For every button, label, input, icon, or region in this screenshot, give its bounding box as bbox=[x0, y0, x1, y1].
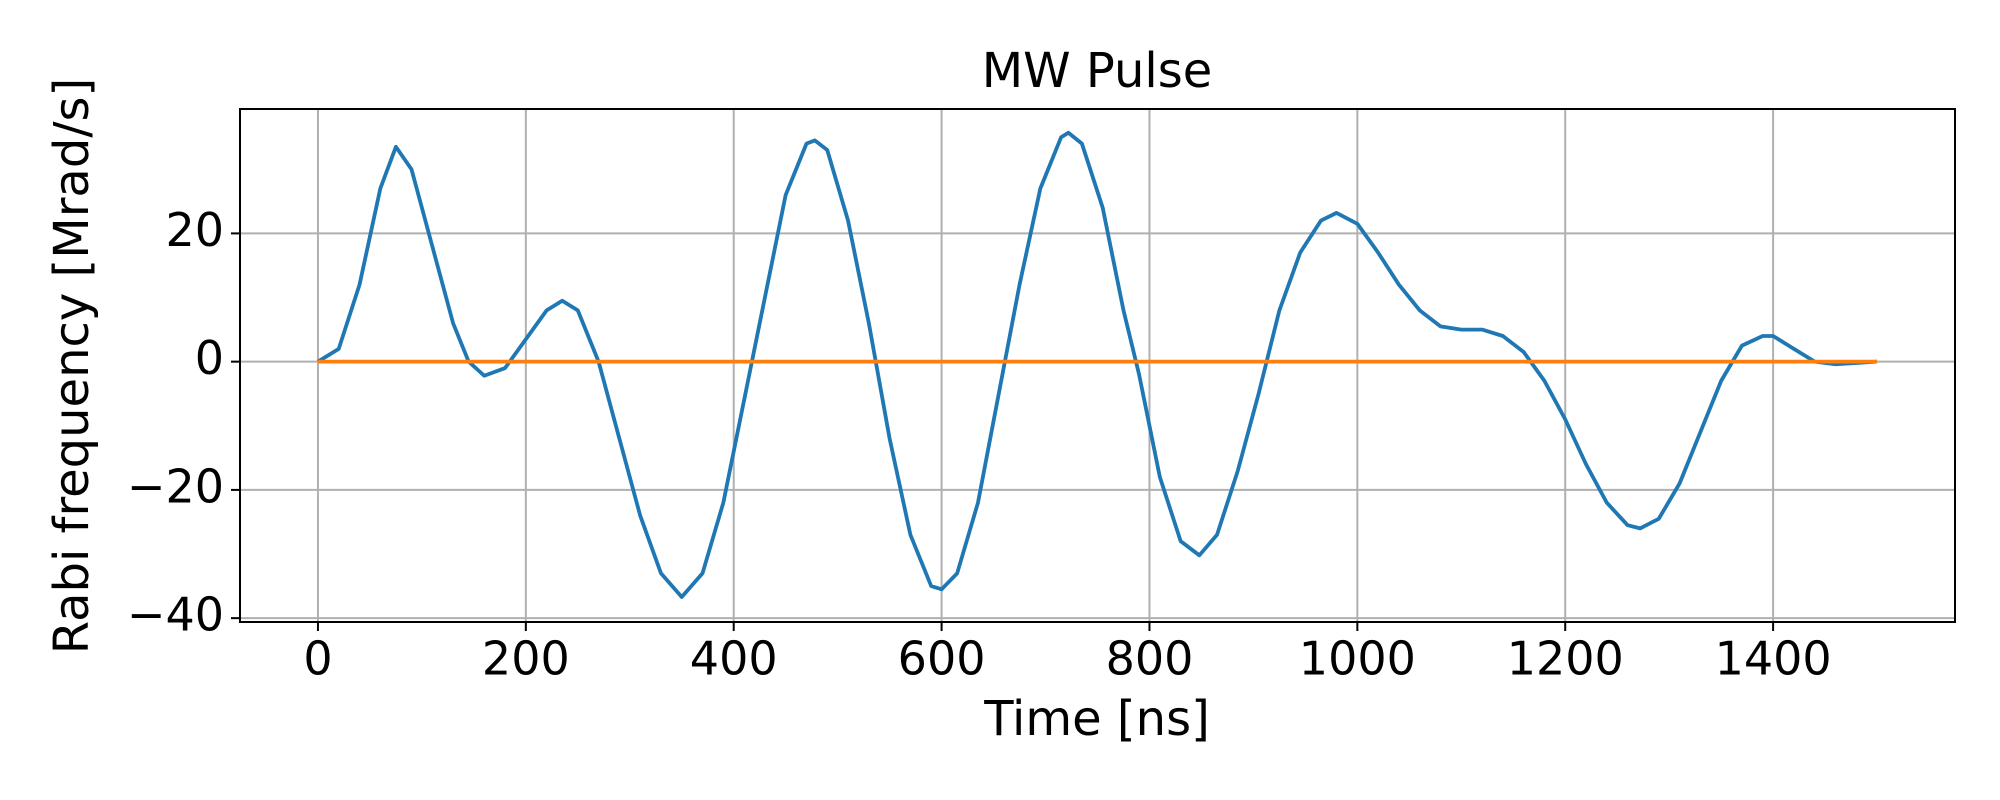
series-line bbox=[316, 130, 1878, 599]
y-tick-label: −40 bbox=[127, 588, 224, 642]
x-tick-label: 200 bbox=[482, 632, 570, 686]
x-tick-label: 1400 bbox=[1715, 632, 1832, 686]
y-tick-label: −20 bbox=[127, 459, 224, 513]
x-tick-label: 800 bbox=[1106, 632, 1194, 686]
x-tick-label: 400 bbox=[690, 632, 778, 686]
x-tick-label: 1200 bbox=[1507, 632, 1624, 686]
x-tick-label: 1000 bbox=[1299, 632, 1416, 686]
x-tick-label: 600 bbox=[898, 632, 986, 686]
x-axis-label: Time [ns] bbox=[983, 691, 1210, 747]
chart-title: MW Pulse bbox=[982, 43, 1213, 99]
y-tick-label: 20 bbox=[165, 203, 224, 257]
plot-frame bbox=[239, 108, 1956, 623]
y-axis-label: Rabi frequency [Mrad/s] bbox=[44, 78, 100, 654]
y-tick-label: 0 bbox=[195, 331, 224, 385]
x-tick-label: 0 bbox=[303, 632, 332, 686]
